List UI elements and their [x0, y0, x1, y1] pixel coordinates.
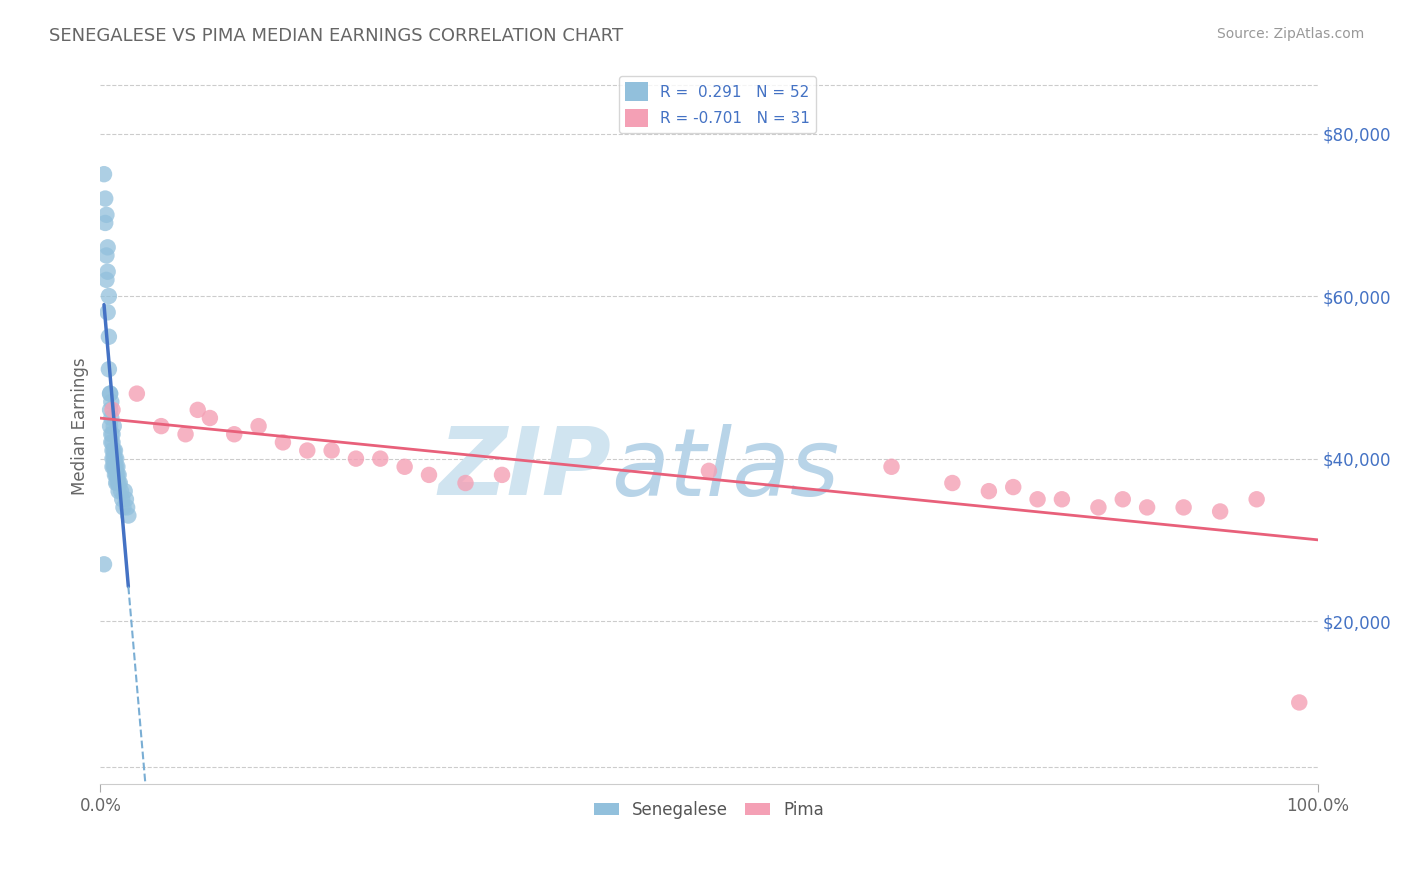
Point: [880, 459, 903, 474]
Point: [96, 273, 118, 287]
Point: [100, 411, 122, 425]
Point: [297, 443, 319, 458]
Point: [117, 508, 139, 523]
Point: [321, 443, 343, 458]
Point: [105, 459, 128, 474]
Point: [98, 386, 121, 401]
Point: [344, 451, 367, 466]
Point: [150, 419, 173, 434]
Point: [1002, 480, 1025, 494]
Point: [112, 500, 135, 515]
Point: [111, 492, 134, 507]
Legend: Senegalese, Pima: Senegalese, Pima: [588, 794, 831, 825]
Point: [271, 435, 294, 450]
Point: [224, 427, 246, 442]
Point: [93, 558, 115, 572]
Point: [105, 476, 128, 491]
Point: [101, 459, 124, 474]
Point: [98, 386, 121, 401]
Point: [125, 386, 148, 401]
Point: [97, 329, 120, 343]
Point: [110, 484, 132, 499]
Point: [97, 362, 120, 376]
Point: [104, 459, 127, 474]
Point: [101, 427, 124, 442]
Point: [97, 240, 120, 254]
Point: [187, 402, 209, 417]
Point: [247, 419, 270, 434]
Point: [977, 484, 1000, 499]
Point: [108, 476, 131, 491]
Point: [697, 464, 720, 478]
Point: [97, 289, 120, 303]
Point: [104, 451, 127, 466]
Point: [105, 476, 128, 491]
Text: SENEGALESE VS PIMA MEDIAN EARNINGS CORRELATION CHART: SENEGALESE VS PIMA MEDIAN EARNINGS CORRE…: [49, 27, 623, 45]
Point: [454, 476, 477, 491]
Point: [96, 248, 118, 262]
Point: [105, 467, 128, 482]
Point: [1136, 500, 1159, 515]
Point: [418, 467, 440, 482]
Point: [93, 167, 115, 181]
Point: [101, 443, 124, 458]
Point: [101, 435, 124, 450]
Point: [198, 411, 221, 425]
Point: [97, 305, 120, 319]
Point: [97, 265, 120, 279]
Point: [94, 216, 117, 230]
Text: ZIP: ZIP: [439, 423, 612, 515]
Point: [174, 427, 197, 442]
Point: [115, 500, 138, 515]
Point: [1173, 500, 1195, 515]
Point: [491, 467, 513, 482]
Point: [104, 443, 127, 458]
Point: [101, 451, 124, 466]
Point: [100, 427, 122, 442]
Y-axis label: Median Earnings: Median Earnings: [72, 358, 89, 495]
Point: [103, 451, 125, 466]
Point: [368, 451, 391, 466]
Text: atlas: atlas: [612, 424, 839, 515]
Point: [96, 208, 118, 222]
Point: [94, 192, 117, 206]
Point: [105, 459, 128, 474]
Point: [101, 402, 124, 417]
Point: [107, 484, 129, 499]
Point: [107, 467, 129, 482]
Point: [1288, 696, 1310, 710]
Point: [941, 476, 963, 491]
Text: Source: ZipAtlas.com: Source: ZipAtlas.com: [1216, 27, 1364, 41]
Point: [114, 484, 136, 499]
Point: [100, 394, 122, 409]
Point: [115, 492, 138, 507]
Point: [1026, 492, 1049, 507]
Point: [105, 467, 128, 482]
Point: [103, 459, 125, 474]
Point: [104, 467, 127, 482]
Point: [1246, 492, 1268, 507]
Point: [107, 476, 129, 491]
Point: [103, 443, 125, 458]
Point: [1087, 500, 1109, 515]
Point: [98, 402, 121, 417]
Point: [1050, 492, 1073, 507]
Point: [103, 419, 125, 434]
Point: [105, 451, 128, 466]
Point: [1112, 492, 1135, 507]
Point: [394, 459, 416, 474]
Point: [98, 419, 121, 434]
Point: [100, 435, 122, 450]
Point: [1209, 504, 1232, 518]
